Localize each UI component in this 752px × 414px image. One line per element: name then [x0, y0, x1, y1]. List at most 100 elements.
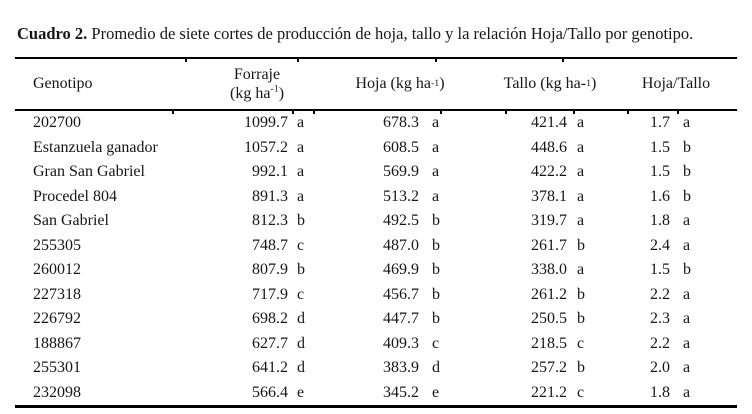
hoja-group-letter: e [432, 383, 440, 401]
genotype-cell: 227318 [33, 285, 81, 303]
tallo-value: 257.2 [531, 359, 567, 376]
header-tallo: Tallo (kg ha- 1) [503, 75, 597, 92]
table-caption-label: Cuadro 2. [17, 23, 88, 43]
header-forraje-unit-sup: -1 [270, 83, 279, 95]
tallo-group-letter: b [577, 310, 585, 327]
hoja-value: 447.7 [383, 310, 419, 327]
tallo-value: 221.2 [531, 383, 567, 401]
tallo-value: 218.5 [531, 334, 567, 352]
column-tick [313, 111, 315, 114]
ratio-value: 1.5 [650, 138, 670, 156]
hoja-value: 678.3 [383, 114, 419, 131]
header-hoja-tallo-ratio: Hoja/Tallo [641, 75, 711, 92]
table-row: Procedel 804 891.3 a 513.2 a 378.1 a 1.6… [15, 185, 737, 210]
table-row: Estanzuela ganador 1057.2 a 608.5 a 448.… [15, 136, 737, 161]
table-row: 227318 717.9 c 456.7 b 261.2 b 2.2 a [15, 283, 737, 308]
forraje-group-letter: d [297, 359, 305, 376]
table-caption-text: Promedio de siete cortes de producción d… [87, 23, 694, 43]
forraje-value: 812.3 [252, 212, 288, 229]
ratio-group-letter: a [683, 334, 691, 352]
hoja-group-letter: b [432, 261, 440, 278]
hoja-group-letter: b [432, 285, 440, 303]
ratio-value: 1.5 [650, 261, 670, 278]
genotype-cell: 255305 [33, 236, 81, 254]
hoja-value: 345.2 [383, 383, 419, 401]
table-row: 232098 566.4 e 345.2 e 221.2 c 1.8 a [15, 381, 737, 406]
tallo-group-letter: a [577, 261, 585, 278]
hoja-value: 513.2 [383, 187, 419, 205]
column-tick [505, 111, 507, 114]
hoja-group-letter: b [432, 212, 440, 229]
ratio-group-letter: a [683, 236, 691, 254]
column-tick [677, 111, 679, 114]
tallo-group-letter: a [577, 114, 585, 131]
column-tick [185, 59, 187, 62]
ratio-value: 1.5 [650, 163, 670, 180]
ratio-value: 1.6 [650, 187, 670, 205]
column-tick [435, 59, 437, 62]
ratio-group-letter: a [683, 359, 691, 376]
forraje-group-letter: a [297, 163, 305, 180]
forraje-value: 1099.7 [244, 114, 288, 131]
forraje-value: 566.4 [252, 383, 288, 401]
genotype-cell: Gran San Gabriel [33, 163, 145, 180]
tallo-group-letter: a [577, 187, 585, 205]
header-forraje-unit-base: (kg ha [229, 85, 271, 102]
hoja-value: 469.9 [383, 261, 419, 278]
tallo-value: 421.4 [531, 114, 567, 131]
header-separator-rule [15, 109, 737, 114]
ratio-value: 2.4 [650, 236, 670, 254]
ratio-value: 1.8 [650, 383, 670, 401]
column-tick [440, 111, 442, 114]
genotype-cell: San Gabriel [33, 212, 109, 229]
genotype-cell: 188867 [33, 334, 81, 352]
hoja-group-letter: a [432, 114, 440, 131]
column-tick [573, 111, 575, 114]
ratio-group-letter: a [683, 212, 691, 229]
column-tick [172, 111, 174, 114]
hoja-value: 487.0 [383, 236, 419, 254]
table-row: 226792 698.2 d 447.7 b 250.5 b 2.3 a [15, 307, 737, 332]
forraje-value: 641.2 [252, 359, 288, 376]
ratio-group-letter: a [683, 114, 691, 131]
hoja-value: 608.5 [383, 138, 419, 156]
ratio-group-letter: b [683, 261, 691, 278]
table-row: 202700 1099.7 a 678.3 a 421.4 a 1.7 a [15, 111, 737, 136]
table-row: 188867 627.7 d 409.3 c 218.5 c 2.2 a [15, 332, 737, 357]
header-hoja-close: ) [439, 75, 445, 92]
hoja-value: 409.3 [383, 334, 419, 352]
header-forraje-unit-close: ) [278, 85, 285, 102]
tallo-group-letter: b [577, 285, 585, 303]
tallo-value: 448.6 [531, 138, 567, 156]
forraje-group-letter: a [297, 114, 305, 131]
ratio-group-letter: b [683, 138, 691, 156]
header-hoja-base: Hoja (kg ha [355, 75, 431, 92]
header-forraje-name: Forraje [233, 66, 281, 83]
tallo-value: 378.1 [531, 187, 567, 205]
forraje-value: 891.3 [252, 187, 288, 205]
genotype-cell: 232098 [33, 383, 81, 401]
tallo-group-letter: a [577, 138, 585, 156]
forraje-value: 717.9 [252, 285, 288, 303]
forraje-group-letter: d [297, 310, 305, 327]
forraje-group-letter: b [297, 212, 305, 229]
column-tick [292, 111, 294, 114]
forraje-group-letter: c [297, 285, 305, 303]
hoja-value: 492.5 [383, 212, 419, 229]
tallo-group-letter: c [577, 334, 585, 352]
tallo-group-letter: b [577, 236, 585, 254]
header-genotype: Genotipo [33, 75, 93, 92]
ratio-value: 1.7 [650, 114, 670, 131]
genotype-cell: Procedel 804 [33, 187, 117, 205]
table-row: 260012 807.9 b 469.9 b 338.0 a 1.5 b [15, 258, 737, 283]
forraje-value: 698.2 [252, 310, 288, 327]
table-header-row: Genotipo Forraje (kg ha-1) Hoja (kg ha -1… [15, 59, 737, 109]
forraje-value: 807.9 [252, 261, 288, 278]
tallo-group-letter: c [577, 383, 585, 401]
header-forraje: Forraje (kg ha-1) [197, 59, 317, 109]
ratio-group-letter: a [683, 285, 691, 303]
forraje-group-letter: b [297, 261, 305, 278]
genotype-cell: 260012 [33, 261, 81, 278]
header-hoja: Hoja (kg ha -1) [355, 75, 445, 92]
